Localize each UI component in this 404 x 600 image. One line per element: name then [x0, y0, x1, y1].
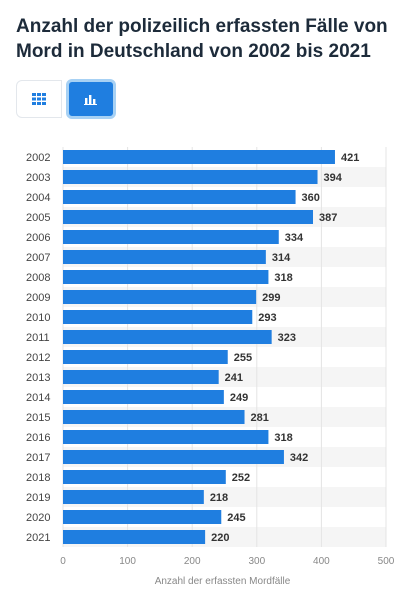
- bar: [63, 270, 269, 284]
- category-label: 2002: [26, 152, 50, 164]
- x-tick-label: 100: [119, 556, 136, 567]
- data-label: 245: [227, 512, 245, 524]
- bar: [63, 230, 279, 244]
- data-label: 249: [230, 392, 248, 404]
- bar: [63, 350, 228, 364]
- category-label: 2012: [26, 352, 50, 364]
- data-label: 299: [262, 292, 280, 304]
- category-label: 2015: [26, 412, 50, 424]
- data-label: 220: [211, 532, 229, 544]
- x-tick-label: 300: [248, 556, 265, 567]
- data-label: 318: [274, 272, 292, 284]
- data-label: 342: [290, 452, 308, 464]
- category-label: 2014: [26, 392, 50, 404]
- x-tick-label: 0: [60, 556, 66, 567]
- bar: [63, 310, 253, 324]
- category-label: 2011: [26, 332, 50, 344]
- category-label: 2013: [26, 372, 50, 384]
- table-view-button[interactable]: [16, 80, 62, 118]
- bar: [63, 290, 257, 304]
- category-label: 2020: [26, 512, 50, 524]
- data-label: 421: [341, 152, 359, 164]
- category-label: 2021: [26, 532, 50, 544]
- bar: [63, 370, 219, 384]
- bar: [63, 250, 266, 264]
- bar: [63, 410, 245, 424]
- bar: [63, 510, 222, 524]
- data-label: 314: [272, 252, 291, 264]
- data-label: 281: [251, 412, 269, 424]
- x-tick-label: 200: [184, 556, 201, 567]
- data-label: 218: [210, 492, 228, 504]
- category-label: 2004: [26, 192, 50, 204]
- category-label: 2016: [26, 432, 50, 444]
- category-label: 2009: [26, 292, 50, 304]
- bar: [63, 430, 269, 444]
- data-label: 293: [258, 312, 276, 324]
- bar: [63, 170, 318, 184]
- x-axis-title: Anzahl der erfassten Mordfälle: [155, 576, 291, 587]
- data-label: 255: [234, 352, 252, 364]
- data-label: 323: [278, 332, 296, 344]
- category-label: 2018: [26, 472, 50, 484]
- data-label: 387: [319, 212, 337, 224]
- bar: [63, 210, 314, 224]
- data-label: 394: [324, 172, 343, 184]
- category-label: 2005: [26, 212, 50, 224]
- category-label: 2019: [26, 492, 50, 504]
- bar: [63, 530, 206, 544]
- bar: [63, 490, 204, 504]
- data-label: 334: [285, 232, 304, 244]
- data-label: 252: [232, 472, 250, 484]
- bar: [63, 150, 335, 164]
- bar: [63, 450, 284, 464]
- category-label: 2010: [26, 312, 50, 324]
- bar: [63, 470, 226, 484]
- bar: [63, 390, 224, 404]
- x-tick-label: 500: [378, 556, 395, 567]
- data-label: 318: [274, 432, 292, 444]
- bar: [63, 190, 296, 204]
- x-tick-label: 400: [313, 556, 330, 567]
- chart-view-button[interactable]: [66, 79, 116, 119]
- view-toggle: [16, 79, 116, 120]
- category-label: 2006: [26, 232, 50, 244]
- data-label: 360: [302, 192, 320, 204]
- category-label: 2008: [26, 272, 50, 284]
- page-title: Anzahl der polizeilich erfassten Fälle v…: [16, 16, 388, 62]
- category-label: 2003: [26, 172, 50, 184]
- table-grid-icon: [32, 93, 46, 105]
- category-label: 2017: [26, 452, 50, 464]
- data-label: 241: [225, 372, 243, 384]
- bar: [63, 330, 272, 344]
- bar-chart: 0 100 200 300 400 500 2002 421 2003 394 2004 360 200…: [26, 147, 395, 587]
- category-label: 2007: [26, 252, 50, 264]
- bar-chart-icon: [84, 95, 97, 105]
